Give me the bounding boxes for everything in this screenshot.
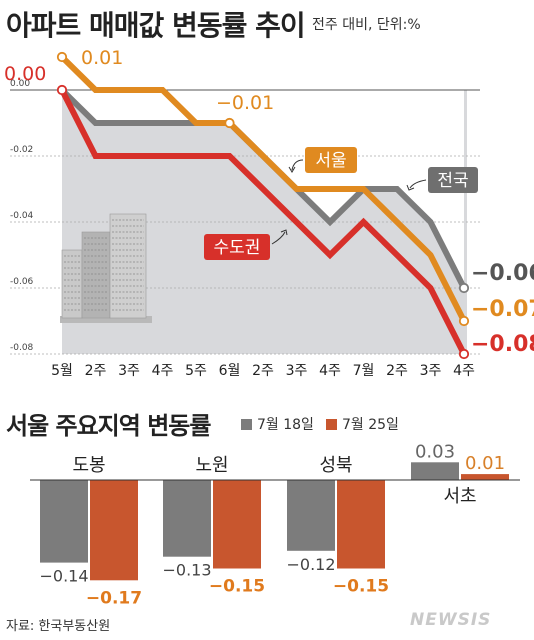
- bar-value-label: −0.13: [162, 561, 211, 580]
- label-seoul: 서울: [305, 147, 357, 173]
- label-national-box: [428, 167, 478, 193]
- annotation-capital-start: 0.00: [4, 63, 46, 85]
- x-tick-label: 7월: [353, 363, 375, 379]
- marker-seoul-start: [56, 51, 68, 63]
- bar: [90, 480, 138, 581]
- leader-national: [409, 179, 427, 189]
- y-tick-label: 0.00: [10, 79, 30, 89]
- bar-value-label: −0.15: [333, 577, 389, 597]
- bar: [461, 474, 509, 480]
- leader-seoul-head: [288, 166, 296, 173]
- bar-group: −0.14 −0.17 도봉: [39, 455, 142, 608]
- building-tower: [81, 231, 111, 319]
- building-tower: [61, 249, 83, 319]
- legend-label-jul18: 7월 18일: [257, 417, 314, 433]
- label-national-text: 전국: [437, 171, 468, 191]
- x-tick-label: 3주: [118, 363, 140, 379]
- bar: [213, 480, 261, 569]
- chart-title: 아파트 매매값 변동률 추이: [6, 9, 306, 42]
- bar-value-label: 0.01: [465, 453, 505, 474]
- annotation-capital-end: −0.08: [471, 332, 534, 357]
- line-seoul: [59, 54, 467, 323]
- y-tick-label: -0.04: [10, 211, 34, 221]
- bar: [163, 480, 211, 557]
- bar-value-label: −0.12: [286, 555, 335, 574]
- leader-capital: [271, 231, 286, 245]
- legend-swatch-jul25: [326, 419, 337, 430]
- x-tick-label: 2주: [85, 363, 107, 379]
- annotation-seoul-june: −0.01: [216, 92, 274, 114]
- label-capital: 수도권: [204, 234, 270, 260]
- marker-national-end: [458, 282, 470, 294]
- x-tick-label: 3주: [420, 363, 442, 379]
- annotation-national-end: −0.06: [471, 261, 534, 286]
- x-tick-label: 4주: [319, 363, 341, 379]
- bar: [287, 480, 335, 551]
- label-capital-box: [204, 234, 270, 260]
- legend-swatch-jul18: [241, 419, 252, 430]
- building-base: [60, 316, 152, 323]
- x-tick-label: 2주: [252, 363, 274, 379]
- source-note: 자료: 한국부동산원: [6, 619, 111, 634]
- legend-label-jul25: 7월 25일: [342, 417, 399, 433]
- bar-category-label: 성북: [319, 455, 352, 476]
- legend-jul18: 7월 18일: [241, 414, 314, 434]
- label-seoul-box: [305, 147, 357, 173]
- building-illustration: [60, 213, 152, 323]
- y-tick-label: -0.08: [10, 343, 34, 353]
- marker-seoul-end: [458, 315, 470, 327]
- bar-group: 0.03 0.01 서초: [411, 441, 509, 507]
- bar-chart-title: 서울 주요지역 변동률: [6, 412, 211, 440]
- x-tick-label: 4주: [152, 363, 174, 379]
- y-tick-label: -0.02: [10, 145, 33, 155]
- marker-capital-end: [458, 348, 470, 360]
- annotation-seoul-start: 0.01: [81, 47, 123, 69]
- bar-chart: −0.14−0.17도봉−0.13−0.15노원−0.12−0.15성북0.03…: [30, 441, 520, 608]
- bar-category-label: 서초: [443, 486, 476, 507]
- bar-value-label: −0.15: [209, 577, 265, 597]
- line-chart: 0.00 -0.02 -0.04 -0.06 -0.08 5월 2주 3주 4주 5주 6월 2주 3주…: [4, 47, 534, 379]
- label-national: 전국: [428, 167, 478, 193]
- bar-group: −0.13−0.15 노원: [162, 455, 265, 597]
- leader-national-head: [406, 184, 415, 191]
- bar-value-label: 0.03: [415, 441, 455, 462]
- x-tick-label: 3주: [286, 363, 308, 379]
- x-tick-label: 5월: [51, 363, 73, 379]
- chart-subtitle: 전주 대비, 단위:%: [312, 17, 421, 33]
- bar: [337, 480, 385, 569]
- shade-mask: [62, 90, 464, 288]
- legend-jul25: 7월 25일: [326, 414, 399, 434]
- building-tower: [109, 213, 147, 319]
- y-tick-label: -0.06: [10, 277, 34, 287]
- bar: [411, 462, 459, 480]
- x-tick-label: 2주: [386, 363, 408, 379]
- marker-capital-start: [56, 84, 68, 96]
- watermark: NEWSIS: [410, 610, 492, 630]
- leader-capital-head: [280, 229, 288, 236]
- x-tick-label: 4주: [453, 363, 475, 379]
- bar-value-label: −0.17: [86, 588, 142, 608]
- x-tick-label: 5주: [185, 363, 207, 379]
- annotation-seoul-end: −0.07: [471, 297, 534, 322]
- marker-seoul-june: [224, 117, 235, 129]
- bar: [40, 480, 88, 563]
- line-capital: [59, 88, 467, 356]
- bar-category-label: 노원: [195, 455, 228, 476]
- x-tick-label: 6월: [219, 363, 241, 379]
- bar-value-label: −0.14: [39, 567, 88, 586]
- bar-category-label: 도봉: [72, 455, 105, 476]
- bar-group: −0.12 −0.15 성북: [286, 455, 389, 597]
- label-seoul-text: 서울: [315, 151, 346, 171]
- label-capital-text: 수도권: [214, 238, 261, 258]
- leader-seoul: [291, 159, 304, 171]
